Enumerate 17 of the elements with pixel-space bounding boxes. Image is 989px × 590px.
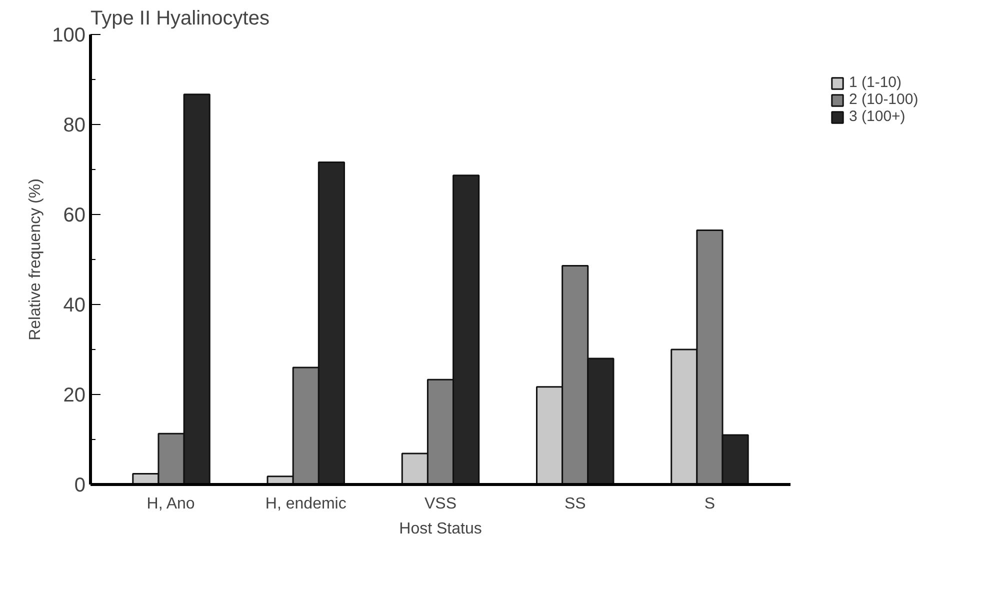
chart-title: Type II Hyalinocytes: [90, 8, 270, 30]
x-tick-label: VSS: [424, 496, 457, 512]
legend-label: 1 (1-10): [849, 74, 902, 91]
legend-label: 2 (10-100): [849, 91, 918, 108]
x-tick-label: SS: [564, 496, 586, 512]
y-tick-label: 0: [74, 474, 86, 496]
y-axis-title: Relative frequency (%): [27, 178, 44, 340]
y-tick-label: 60: [63, 204, 86, 226]
y-tick-label: 80: [63, 114, 86, 136]
x-tick-label: H, endemic: [265, 496, 346, 512]
y-tick-label: 20: [63, 384, 86, 406]
x-tick-label: H, Ano: [146, 496, 195, 512]
x-axis-title: Host Status: [399, 520, 482, 538]
legend-label: 3 (100+): [849, 108, 906, 125]
y-tick-label: 100: [52, 24, 86, 46]
y-tick-label: 40: [63, 294, 86, 316]
x-tick-label: S: [704, 496, 716, 512]
